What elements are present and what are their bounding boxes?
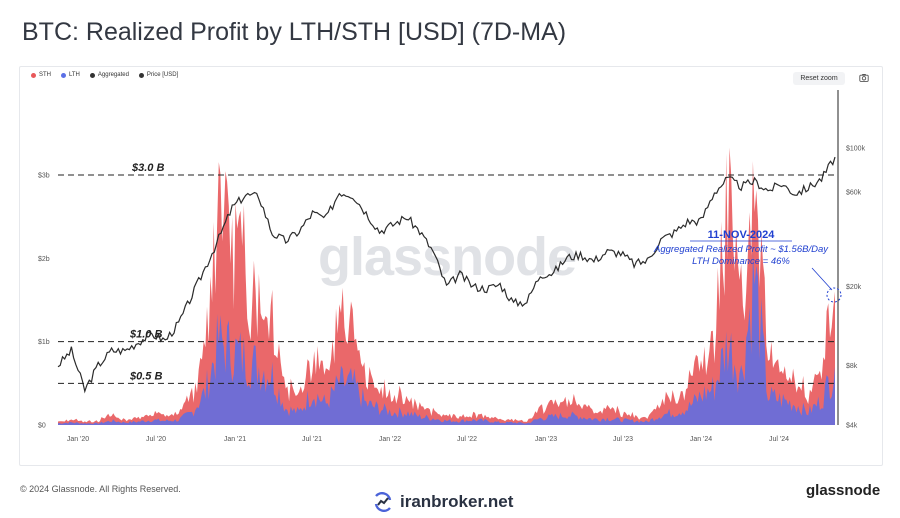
- annotation-line1: Aggregated Realized Profit ~ $1.56B/Day: [653, 244, 829, 255]
- y-right-tick-label: $20k: [846, 284, 862, 291]
- legend-label: Aggregated: [97, 72, 129, 78]
- copyright-text: © 2024 Glassnode. All Rights Reserved.: [20, 484, 181, 494]
- x-tick-label: Jan '23: [535, 436, 557, 443]
- y-left-tick-label: $0: [38, 423, 46, 430]
- legend-item[interactable]: LTH: [61, 72, 80, 78]
- watermark-text: glassnode: [318, 227, 577, 287]
- camera-icon[interactable]: [859, 73, 869, 83]
- annotation-arrow: [811, 267, 833, 291]
- legend-dot-icon: [61, 72, 66, 78]
- x-tick-label: Jan '24: [690, 436, 712, 443]
- legend-item[interactable]: Price [USD]: [138, 72, 179, 78]
- y-right-tick-label: $60k: [846, 189, 862, 196]
- x-tick-label: Jul '21: [302, 436, 322, 443]
- legend-label: Price [USD]: [146, 72, 179, 78]
- annotation-circle: [826, 287, 842, 303]
- annotation-line2: LTH Dominance = 46%: [692, 256, 790, 267]
- y-right-tick-label: $8k: [846, 363, 858, 370]
- y-left-tick-label: $3b: [38, 173, 50, 180]
- broker-logo-icon: [374, 492, 392, 512]
- chart-legend: STH LTH Aggregated Price [USD]: [31, 72, 178, 78]
- x-tick-label: Jul '24: [769, 436, 789, 443]
- x-tick-label: Jan '20: [67, 436, 89, 443]
- legend-dot-icon: [138, 72, 144, 78]
- reference-line-label: $3.0 B: [131, 162, 164, 174]
- y-left-tick-label: $1b: [38, 339, 50, 346]
- legend-item[interactable]: STH: [31, 72, 51, 78]
- reset-zoom-button[interactable]: Reset zoom: [793, 72, 845, 85]
- page-title: BTC: Realized Profit by LTH/STH [USD] (7…: [22, 18, 567, 46]
- legend-label: STH: [39, 72, 51, 78]
- legend-dot-icon: [89, 72, 95, 78]
- x-tick-label: Jan '22: [379, 436, 401, 443]
- x-tick-label: Jan '21: [224, 436, 246, 443]
- x-tick-label: Jul '20: [146, 436, 166, 443]
- annotation-date: 11-NOV-2024: [708, 229, 776, 241]
- legend-dot-icon: [31, 72, 36, 78]
- reference-line-label: $0.5 B: [129, 370, 162, 382]
- reference-line-label: $1.0 B: [129, 329, 162, 341]
- legend-label: LTH: [69, 72, 80, 78]
- broker-brand: iranbroker.net: [372, 492, 513, 512]
- x-tick-label: Jul '23: [613, 436, 633, 443]
- sth-area: [58, 147, 835, 425]
- legend-item[interactable]: Aggregated: [89, 72, 129, 78]
- price-line: [57, 156, 836, 394]
- y-right-tick-label: $4k: [846, 423, 858, 430]
- y-left-tick-label: $2b: [38, 256, 50, 263]
- broker-brand-text: iranbroker.net: [400, 492, 514, 511]
- x-tick-label: Jul '22: [457, 436, 477, 443]
- y-right-tick-label: $100k: [846, 146, 866, 153]
- lth-area: [58, 252, 835, 425]
- footer-brand: glassnode: [806, 482, 881, 499]
